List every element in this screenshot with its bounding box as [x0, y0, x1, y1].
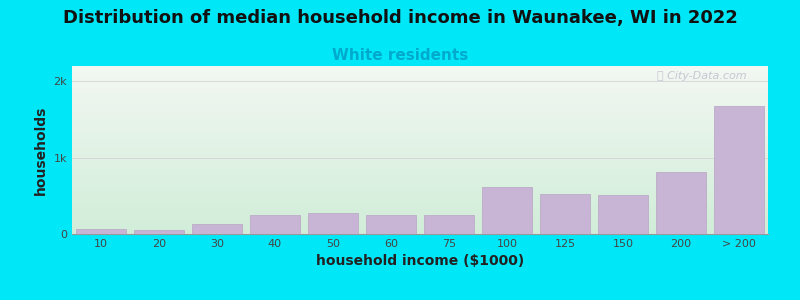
- Bar: [308, 213, 358, 234]
- Text: ⓘ City-Data.com: ⓘ City-Data.com: [658, 71, 747, 81]
- Bar: [424, 215, 474, 234]
- Bar: [192, 224, 242, 234]
- Bar: [656, 172, 706, 234]
- Bar: [598, 195, 648, 234]
- Bar: [482, 187, 532, 234]
- Bar: [250, 214, 300, 234]
- Bar: [366, 215, 416, 234]
- Text: White residents: White residents: [332, 48, 468, 63]
- Bar: [134, 230, 184, 234]
- X-axis label: household income ($1000): household income ($1000): [316, 254, 524, 268]
- Bar: [714, 106, 764, 234]
- Text: Distribution of median household income in Waunakee, WI in 2022: Distribution of median household income …: [62, 9, 738, 27]
- Bar: [540, 194, 590, 234]
- Y-axis label: households: households: [34, 105, 48, 195]
- Bar: [76, 229, 126, 234]
